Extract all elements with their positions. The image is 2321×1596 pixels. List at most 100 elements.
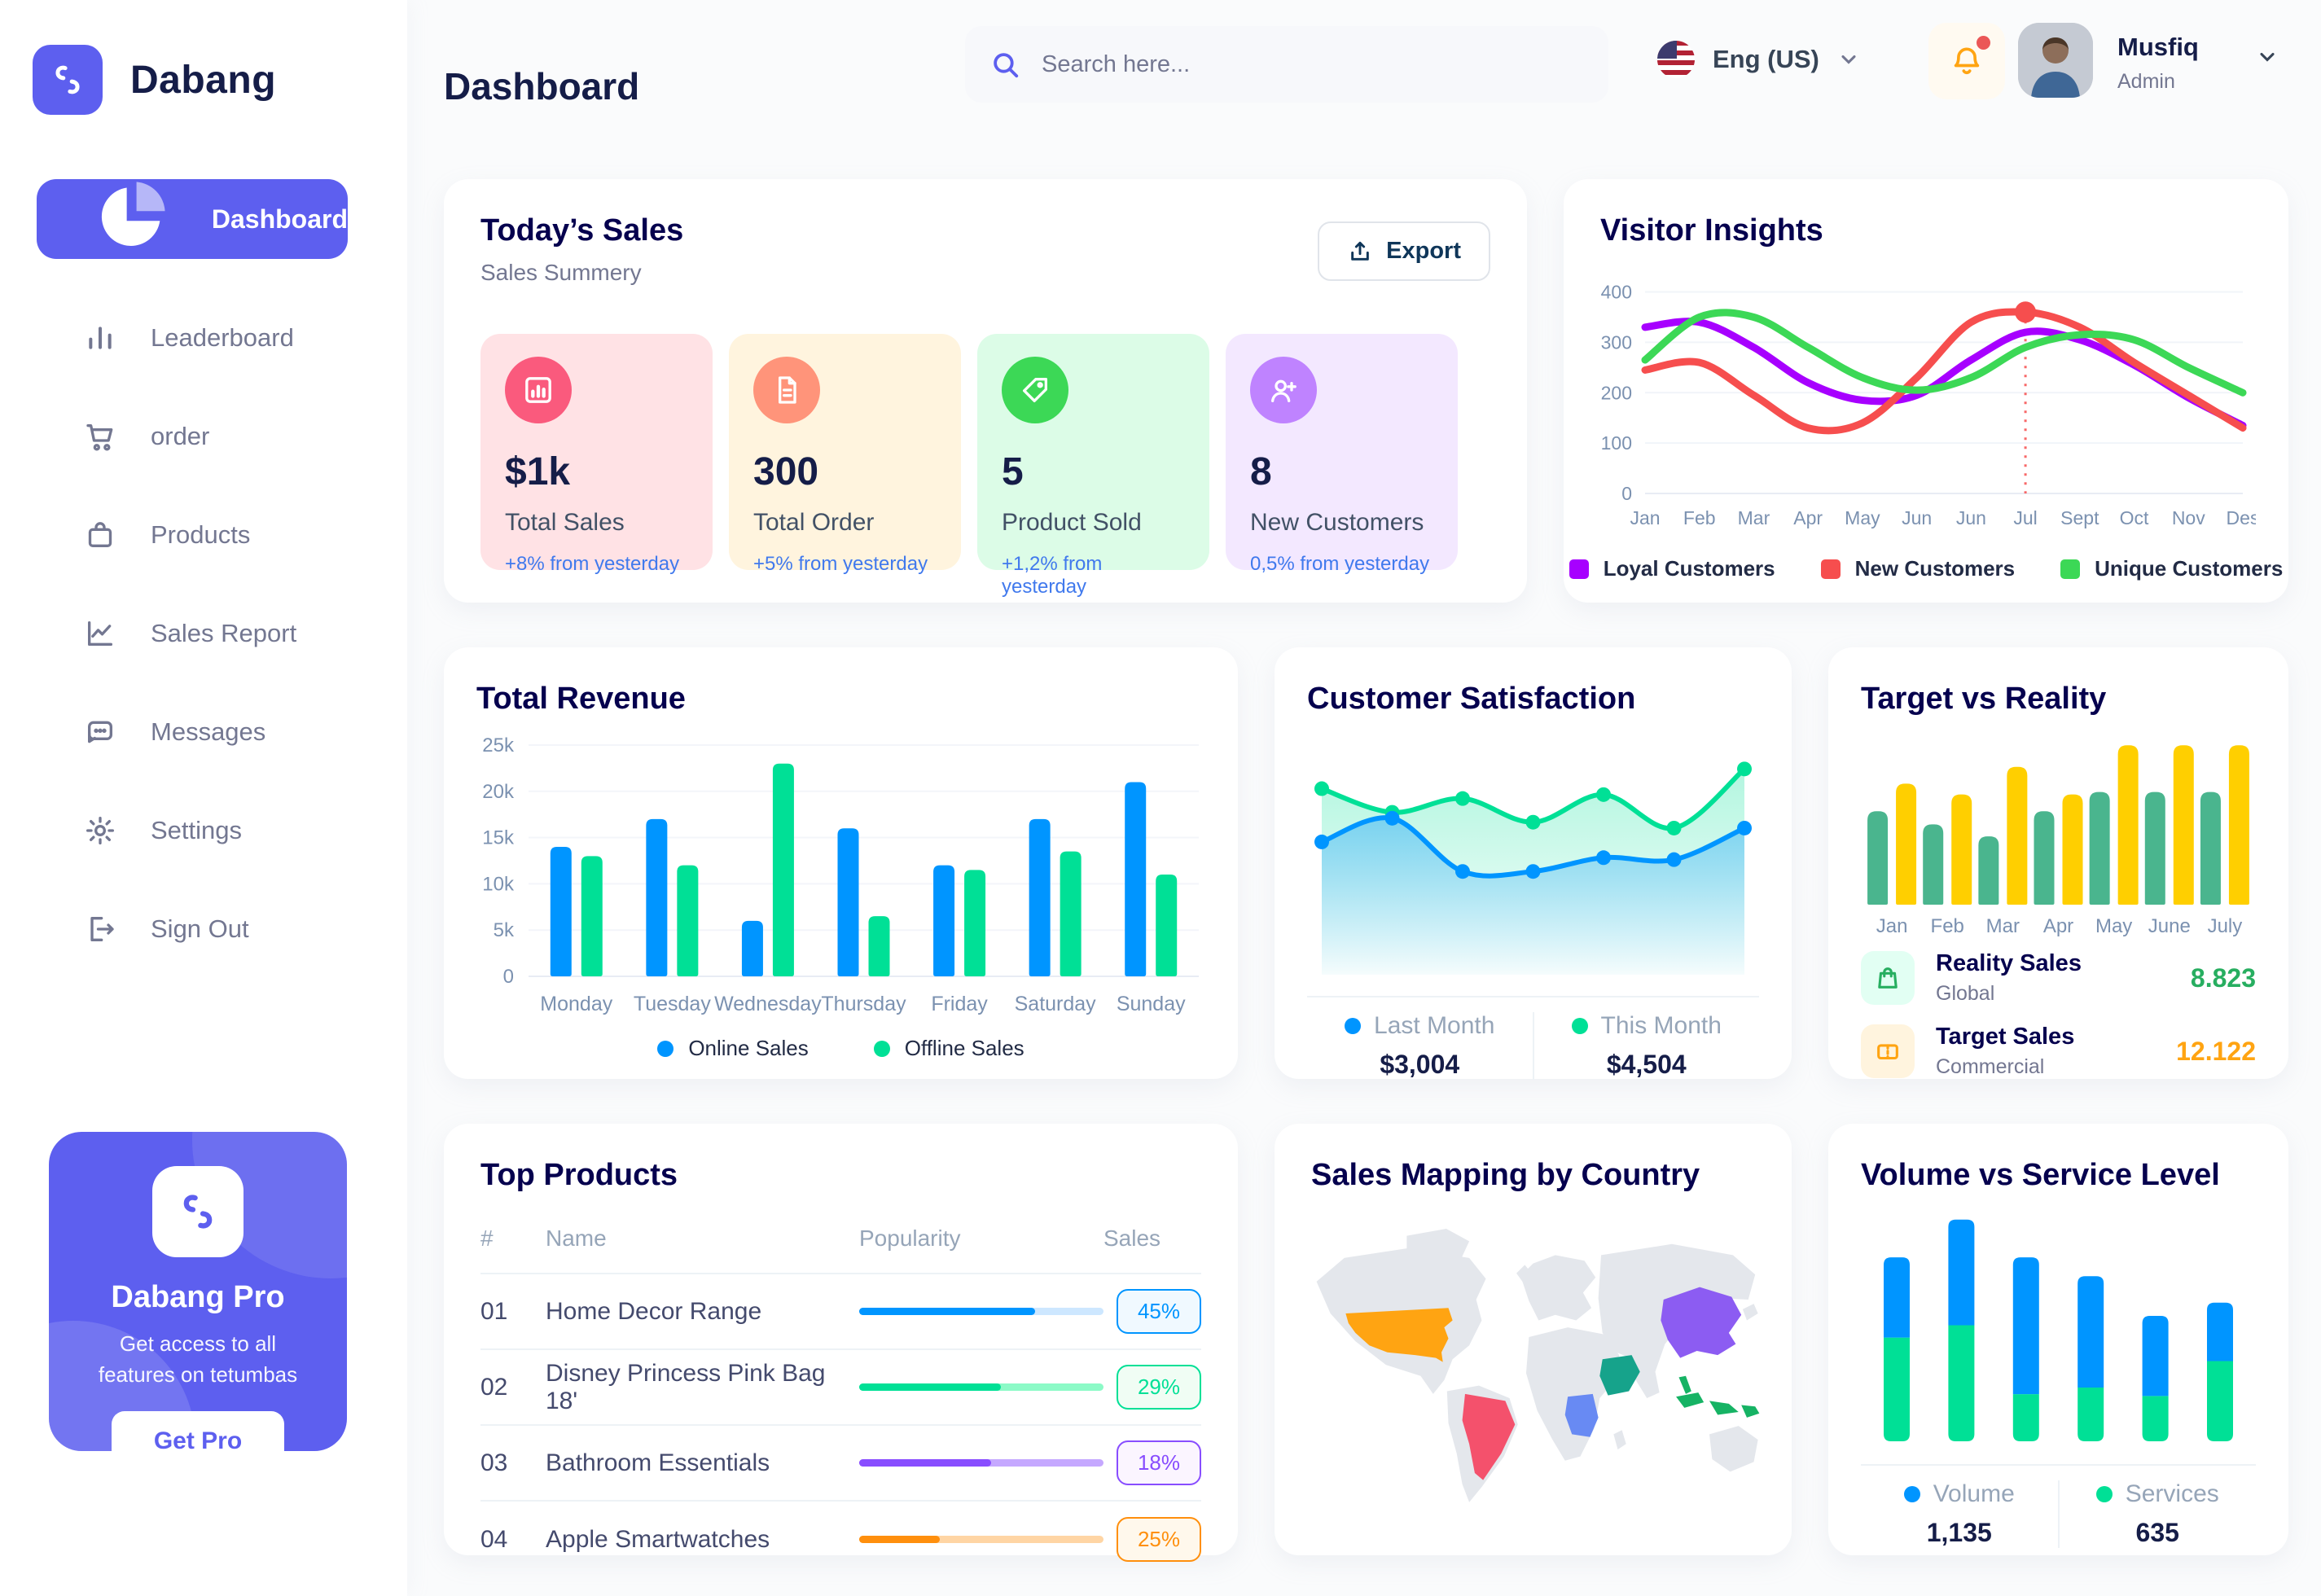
customer-satisfaction-title: Customer Satisfaction bbox=[1307, 682, 1636, 716]
stat-delta: +5% from yesterday bbox=[753, 553, 928, 575]
pro-title: Dabang Pro bbox=[111, 1280, 285, 1314]
profile-chevron-icon[interactable] bbox=[2256, 46, 2279, 68]
sidebar-item-messages[interactable]: Messages bbox=[37, 682, 362, 781]
map-saudi-arabia bbox=[1599, 1355, 1640, 1396]
us-flag-icon bbox=[1657, 41, 1695, 78]
language-label: Eng (US) bbox=[1713, 45, 1819, 73]
product-row-04: 04 Apple Smartwatches 25% bbox=[480, 1502, 1201, 1577]
target-vs-reality-card: Target vs Reality Jan Feb Mar Apr May June Jul… bbox=[1828, 647, 2288, 1079]
product-row-03: 03 Bathroom Essentials 18% bbox=[480, 1426, 1201, 1502]
pro-subtitle: Get access to all features on tetumbas bbox=[98, 1331, 298, 1387]
search-box bbox=[965, 26, 1608, 103]
legend-offline-sales: Offline Sales bbox=[873, 1036, 1024, 1061]
target-sales-legend-row: Target Sales Commercial 12.122 bbox=[1861, 1024, 2256, 1079]
svg-text:June: June bbox=[2148, 915, 2191, 937]
sidebar-item-sales-report[interactable]: Sales Report bbox=[37, 584, 362, 682]
this-month-dot-icon bbox=[1571, 1018, 1588, 1034]
product-rank: 04 bbox=[480, 1525, 508, 1553]
svg-text:15k: 15k bbox=[482, 827, 515, 849]
stat-value: 300 bbox=[753, 450, 819, 493]
svg-text:200: 200 bbox=[1601, 382, 1632, 403]
svg-text:Friday: Friday bbox=[931, 993, 988, 1015]
top-products-title: Top Products bbox=[480, 1158, 678, 1192]
chart-icon bbox=[505, 357, 572, 423]
product-name: Apple Smartwatches bbox=[546, 1525, 770, 1553]
top-products-rows: 01 Home Decor Range 45% 02 Disney Princess P… bbox=[480, 1274, 1201, 1577]
sales-map-card: Sales Mapping by Country bbox=[1275, 1124, 1792, 1555]
search-input[interactable] bbox=[1040, 50, 1584, 79]
this-month-value: $4,504 bbox=[1606, 1050, 1687, 1079]
user-name: Musfiq bbox=[2117, 33, 2199, 61]
product-popularity bbox=[859, 1536, 1103, 1543]
reality-sales-value: 8.823 bbox=[2190, 962, 2256, 993]
svg-text:Saturday: Saturday bbox=[1015, 993, 1097, 1015]
svg-text:Nov: Nov bbox=[2172, 507, 2205, 528]
customer-satisfaction-legend: Last Month $3,004 This Month $4,504 bbox=[1307, 1012, 1759, 1080]
sidebar-item-settings[interactable]: Settings bbox=[37, 781, 362, 879]
total-revenue-title: Total Revenue bbox=[476, 682, 686, 716]
message-icon bbox=[84, 716, 116, 748]
product-popularity bbox=[859, 1459, 1103, 1467]
export-button[interactable]: Export bbox=[1318, 221, 1490, 281]
sidebar-item-sign-out[interactable]: Sign Out bbox=[37, 879, 362, 978]
divider bbox=[1307, 996, 1759, 998]
svg-text:5k: 5k bbox=[494, 919, 515, 941]
product-sales-badge: 45% bbox=[1117, 1289, 1201, 1334]
svg-text:0: 0 bbox=[1621, 483, 1632, 504]
sidebar-item-dashboard[interactable]: Dashboard bbox=[37, 179, 348, 259]
volume-value: 1,135 bbox=[1926, 1518, 1992, 1547]
user-role: Admin bbox=[2117, 70, 2175, 93]
product-sales-badge: 25% bbox=[1117, 1517, 1201, 1562]
top-products-card: Top Products # Name Popularity Sales 01 H… bbox=[444, 1124, 1238, 1562]
pro-upsell-card: Dabang Pro Get access to all features on… bbox=[49, 1132, 347, 1451]
todays-sales-card: Today’s Sales Sales Summery Export $1k To… bbox=[444, 179, 1527, 603]
stat-value: 5 bbox=[1002, 450, 1024, 493]
svg-text:Feb: Feb bbox=[1931, 915, 1964, 937]
reality-sales-label: Reality Sales bbox=[1936, 950, 2082, 976]
divider bbox=[1861, 1464, 2256, 1466]
volume-vs-service-title: Volume vs Service Level bbox=[1861, 1158, 2220, 1192]
svg-text:25k: 25k bbox=[482, 734, 515, 756]
world-map bbox=[1316, 1229, 1760, 1502]
volume-vs-service-card: Volume vs Service Level Volume 1,135 Ser… bbox=[1828, 1124, 2288, 1555]
stat-label: New Customers bbox=[1250, 509, 1424, 536]
pie-icon bbox=[84, 170, 178, 268]
sidebar-item-leaderboard[interactable]: Leaderboard bbox=[37, 288, 362, 387]
reality-sales-sublabel: Global bbox=[1936, 982, 1995, 1005]
svg-text:300: 300 bbox=[1601, 331, 1632, 353]
gear-icon bbox=[84, 814, 116, 847]
sidebar-item-order[interactable]: order bbox=[37, 387, 362, 485]
cart-icon bbox=[84, 420, 116, 453]
todays-sales-subtitle: Sales Summery bbox=[480, 260, 642, 285]
stat-label: Product Sold bbox=[1002, 509, 1142, 536]
notifications-button[interactable] bbox=[1928, 23, 2005, 99]
search-icon bbox=[994, 53, 1019, 78]
product-row-01: 01 Home Decor Range 45% bbox=[480, 1274, 1201, 1350]
page-title: Dashboard bbox=[444, 64, 640, 107]
volume-dot-icon bbox=[1903, 1486, 1920, 1502]
legend-new-customers: New Customers bbox=[1820, 556, 2015, 581]
stat-value: 8 bbox=[1250, 450, 1272, 493]
stat-label: Total Sales bbox=[505, 509, 625, 536]
svg-text:Des: Des bbox=[2227, 507, 2256, 528]
svg-text:Jun: Jun bbox=[1902, 507, 1932, 528]
avatar[interactable] bbox=[2018, 23, 2093, 98]
last-month-dot-icon bbox=[1345, 1018, 1362, 1034]
language-selector[interactable]: Eng (US) bbox=[1657, 41, 1860, 78]
bars-icon bbox=[84, 322, 116, 354]
map-china bbox=[1661, 1287, 1742, 1358]
get-pro-button[interactable]: Get Pro bbox=[111, 1411, 285, 1451]
svg-text:Feb: Feb bbox=[1683, 507, 1716, 528]
sidebar-item-products[interactable]: Products bbox=[37, 485, 362, 584]
svg-text:Oct: Oct bbox=[2120, 507, 2149, 528]
svg-text:July: July bbox=[2208, 915, 2243, 937]
map-brazil bbox=[1462, 1393, 1516, 1480]
svg-text:Jul: Jul bbox=[2013, 507, 2037, 528]
legend-unique-customers: Unique Customers bbox=[2060, 556, 2283, 581]
stat-delta: 0,5% from yesterday bbox=[1250, 553, 1430, 575]
svg-text:Apr: Apr bbox=[2043, 915, 2073, 937]
total-revenue-legend: Online Sales Offline Sales bbox=[444, 1036, 1238, 1061]
volume-vs-service-chart bbox=[1884, 1219, 2233, 1441]
export-icon bbox=[1351, 241, 1369, 261]
